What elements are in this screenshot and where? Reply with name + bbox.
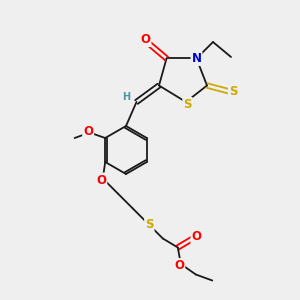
Text: O: O: [174, 259, 184, 272]
Text: S: S: [183, 98, 192, 111]
Text: S: S: [145, 218, 154, 232]
Text: N: N: [191, 52, 202, 65]
Text: O: O: [96, 173, 106, 187]
Text: O: O: [83, 124, 93, 138]
Text: H: H: [122, 92, 130, 103]
Text: O: O: [140, 33, 151, 46]
Text: O: O: [191, 230, 201, 244]
Text: S: S: [229, 85, 237, 98]
